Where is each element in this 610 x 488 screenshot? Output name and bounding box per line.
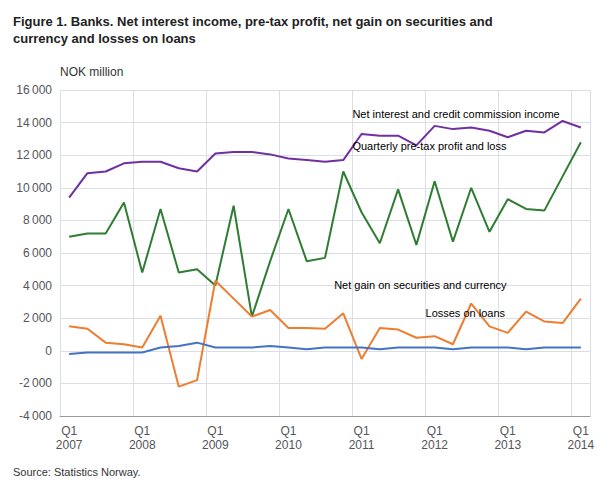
svg-text:Net interest and credit commis: Net interest and credit commission incom… (352, 108, 559, 120)
svg-text:Q1: Q1 (354, 424, 370, 438)
svg-text:Figure 1. Banks. Net interest: Figure 1. Banks. Net interest income, pr… (13, 14, 493, 29)
svg-text:2007: 2007 (56, 438, 83, 452)
svg-text:Q1: Q1 (280, 424, 296, 438)
svg-text:12 000: 12 000 (16, 148, 52, 162)
svg-text:2013: 2013 (494, 438, 521, 452)
svg-text:2011: 2011 (349, 438, 375, 452)
svg-text:2012: 2012 (421, 438, 448, 452)
svg-text:-4 000: -4 000 (19, 409, 52, 423)
svg-text:10 000: 10 000 (16, 181, 52, 195)
svg-text:Quarterly pre-tax profit and l: Quarterly pre-tax profit and loss (352, 140, 507, 152)
svg-text:4 000: 4 000 (23, 279, 52, 293)
svg-text:Losses on loans: Losses on loans (426, 307, 506, 319)
svg-text:2009: 2009 (202, 438, 229, 452)
svg-text:-2 000: -2 000 (19, 376, 52, 390)
svg-text:Q1: Q1 (573, 424, 589, 438)
svg-text:Q1: Q1 (500, 424, 516, 438)
svg-text:6 000: 6 000 (23, 246, 52, 260)
svg-text:Net gain on securities and cur: Net gain on securities and currency (334, 279, 507, 291)
svg-text:Q1: Q1 (61, 424, 77, 438)
svg-text:Q1: Q1 (427, 424, 443, 438)
svg-text:2014: 2014 (568, 438, 595, 452)
svg-text:2 000: 2 000 (23, 311, 52, 325)
svg-text:currency and losses on loans: currency and losses on loans (13, 31, 196, 46)
svg-text:2008: 2008 (129, 438, 156, 452)
svg-text:14 000: 14 000 (16, 116, 52, 130)
svg-text:NOK million: NOK million (60, 65, 123, 79)
svg-text:Q1: Q1 (207, 424, 223, 438)
svg-text:Q1: Q1 (134, 424, 150, 438)
svg-text:16 000: 16 000 (16, 83, 52, 97)
svg-text:2010: 2010 (275, 438, 302, 452)
svg-text:0: 0 (45, 344, 52, 358)
svg-text:8 000: 8 000 (23, 213, 52, 227)
svg-text:Source: Statistics Norway.: Source: Statistics Norway. (13, 466, 141, 478)
